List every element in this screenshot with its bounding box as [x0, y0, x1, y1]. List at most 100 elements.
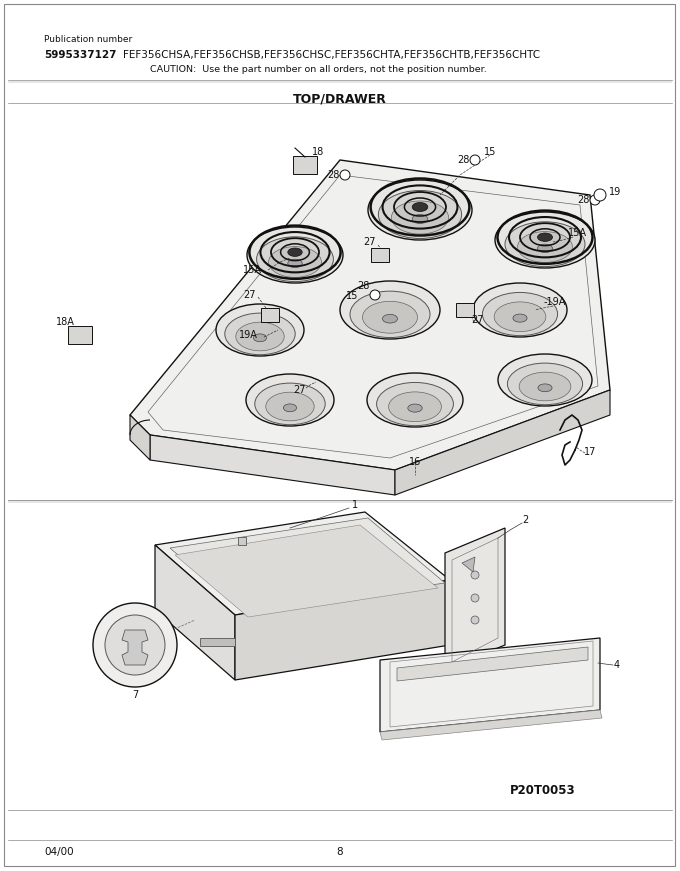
- Polygon shape: [130, 160, 610, 470]
- Bar: [200, 638, 235, 646]
- Ellipse shape: [266, 392, 314, 421]
- Circle shape: [471, 616, 479, 624]
- Ellipse shape: [288, 248, 302, 256]
- Polygon shape: [122, 630, 148, 665]
- Text: 16: 16: [409, 457, 421, 467]
- Text: 8: 8: [337, 847, 343, 857]
- Text: 04/00: 04/00: [44, 847, 73, 857]
- Circle shape: [471, 594, 479, 602]
- Ellipse shape: [392, 201, 449, 234]
- FancyBboxPatch shape: [261, 308, 279, 322]
- Polygon shape: [380, 710, 602, 740]
- Circle shape: [105, 615, 165, 675]
- Circle shape: [590, 195, 600, 205]
- Text: P20T0053: P20T0053: [510, 784, 576, 796]
- Ellipse shape: [247, 227, 343, 283]
- Polygon shape: [155, 545, 235, 680]
- Ellipse shape: [513, 314, 527, 322]
- Text: 28: 28: [357, 281, 369, 291]
- Circle shape: [471, 571, 479, 579]
- Ellipse shape: [284, 404, 296, 412]
- Ellipse shape: [388, 392, 441, 422]
- Ellipse shape: [537, 244, 552, 253]
- Text: 5995337127: 5995337127: [44, 50, 116, 60]
- Text: 4: 4: [614, 660, 620, 670]
- Polygon shape: [175, 525, 438, 617]
- Text: 27: 27: [472, 315, 484, 325]
- Circle shape: [370, 290, 380, 300]
- Text: 18A: 18A: [56, 317, 74, 327]
- Ellipse shape: [507, 363, 583, 405]
- Text: 15A: 15A: [568, 228, 586, 238]
- Ellipse shape: [255, 383, 325, 425]
- Circle shape: [340, 170, 350, 180]
- Text: 15: 15: [483, 147, 496, 157]
- Ellipse shape: [412, 202, 428, 212]
- Polygon shape: [170, 518, 445, 612]
- Ellipse shape: [246, 374, 334, 426]
- Ellipse shape: [494, 302, 546, 332]
- Text: 1: 1: [352, 500, 358, 510]
- Text: TOP/DRAWER: TOP/DRAWER: [293, 92, 387, 105]
- Ellipse shape: [269, 246, 322, 277]
- Ellipse shape: [254, 334, 267, 341]
- Circle shape: [594, 189, 606, 201]
- Ellipse shape: [340, 281, 440, 339]
- FancyBboxPatch shape: [293, 156, 317, 174]
- Circle shape: [470, 155, 480, 165]
- Polygon shape: [462, 557, 475, 572]
- Text: 19A: 19A: [239, 330, 258, 340]
- Text: 15: 15: [346, 291, 358, 301]
- Ellipse shape: [517, 232, 573, 262]
- Text: CAUTION:  Use the part number on all orders, not the position number.: CAUTION: Use the part number on all orde…: [150, 65, 487, 74]
- Ellipse shape: [288, 260, 302, 267]
- Ellipse shape: [408, 404, 422, 412]
- Text: Publication number: Publication number: [44, 35, 132, 44]
- Text: 2: 2: [522, 515, 528, 525]
- Ellipse shape: [537, 233, 552, 241]
- Text: FEF356CHSA,FEF356CHSB,FEF356CHSC,FEF356CHTA,FEF356CHTB,FEF356CHTC: FEF356CHSA,FEF356CHSB,FEF356CHSC,FEF356C…: [110, 50, 540, 60]
- Ellipse shape: [482, 293, 558, 335]
- Text: 17: 17: [584, 447, 596, 457]
- Ellipse shape: [236, 322, 284, 351]
- Ellipse shape: [378, 191, 462, 239]
- Text: -19A: -19A: [544, 297, 566, 307]
- Text: 15A: 15A: [243, 265, 262, 275]
- Ellipse shape: [519, 372, 571, 401]
- Ellipse shape: [538, 384, 552, 392]
- Text: 28: 28: [327, 170, 339, 180]
- FancyBboxPatch shape: [68, 326, 92, 344]
- Polygon shape: [130, 415, 150, 460]
- Ellipse shape: [505, 222, 585, 267]
- Ellipse shape: [216, 304, 304, 356]
- Ellipse shape: [495, 212, 595, 268]
- Text: 27: 27: [294, 385, 306, 395]
- Ellipse shape: [368, 180, 472, 240]
- Text: 28: 28: [457, 155, 469, 165]
- Ellipse shape: [362, 301, 418, 334]
- Ellipse shape: [498, 354, 592, 406]
- Ellipse shape: [256, 237, 333, 281]
- Text: 27: 27: [243, 290, 256, 300]
- Polygon shape: [155, 512, 450, 615]
- Ellipse shape: [350, 291, 430, 338]
- Text: 27: 27: [364, 237, 376, 247]
- Polygon shape: [380, 638, 600, 732]
- Ellipse shape: [382, 314, 398, 323]
- Text: 19: 19: [609, 187, 621, 197]
- Text: 7: 7: [132, 690, 138, 700]
- FancyBboxPatch shape: [371, 248, 389, 262]
- Polygon shape: [235, 580, 450, 680]
- Polygon shape: [445, 528, 505, 670]
- Polygon shape: [150, 435, 395, 495]
- Polygon shape: [395, 390, 610, 495]
- Polygon shape: [397, 647, 588, 681]
- Text: 18: 18: [312, 147, 324, 157]
- Ellipse shape: [377, 382, 454, 426]
- Circle shape: [93, 603, 177, 687]
- Text: 28: 28: [577, 195, 589, 205]
- Ellipse shape: [367, 373, 463, 427]
- Ellipse shape: [225, 313, 295, 354]
- Ellipse shape: [473, 283, 567, 337]
- FancyBboxPatch shape: [456, 303, 474, 317]
